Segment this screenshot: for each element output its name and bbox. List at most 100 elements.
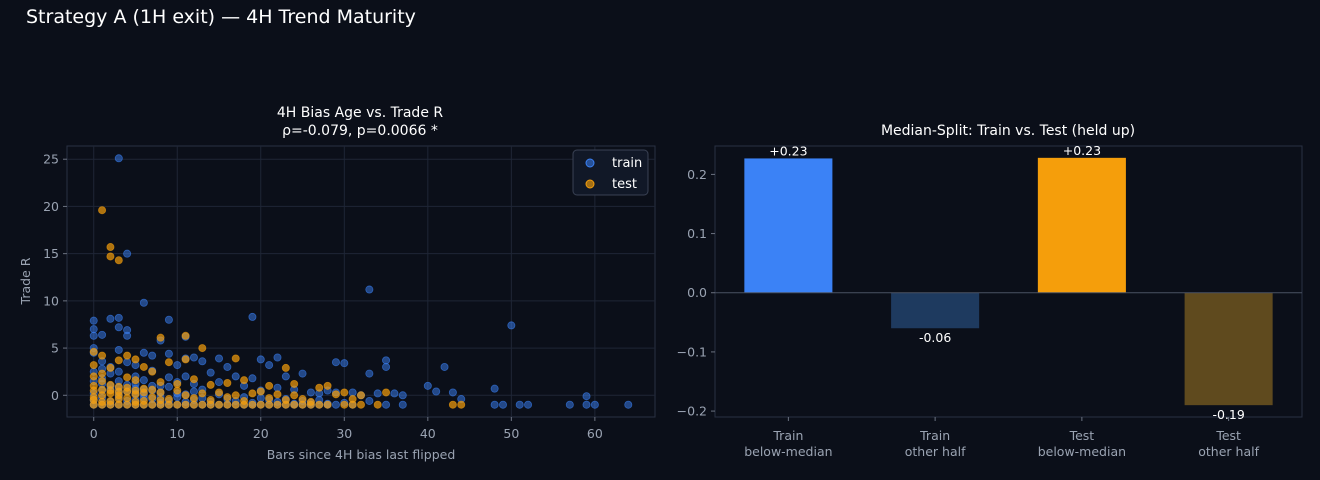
scatter-point-train [565,400,574,409]
scatter-point-train [490,384,499,393]
scatter-point-test [189,400,198,409]
scatter-point-train [365,396,374,405]
scatter-point-test [356,400,365,409]
scatter-point-test [98,369,107,378]
scatter-point-train [582,392,591,401]
scatter-point-train [582,400,591,409]
scatter-point-test [198,400,207,409]
scatter-point-train [348,388,357,397]
scatter-point-train [590,400,599,409]
scatter-point-train [148,351,157,360]
legend-marker-train [585,158,595,168]
scatter-point-test [156,388,165,397]
legend-label-test: test [612,177,637,192]
scatter-point-test [89,393,98,402]
scatter-point-test [315,400,324,409]
scatter-point-train [298,369,307,378]
scatter-point-test [265,394,274,403]
scatter-point-test [156,378,165,387]
bar-y-tick-label: 0.0 [687,285,707,300]
scatter-x-tick-label: 30 [336,426,352,441]
scatter-point-test [181,355,190,364]
scatter-x-axis-label: Bars since 4H bias last flipped [267,447,456,462]
scatter-x-tick-label: 20 [253,426,269,441]
scatter-point-train [114,313,123,322]
scatter-point-test [189,394,198,403]
scatter-point-test [356,391,365,400]
scatter-point-test [373,400,382,409]
scatter-point-train [215,354,224,363]
bar-x-tick-label: other half [1198,444,1259,459]
scatter-point-test [123,373,132,382]
scatter-point-train [398,400,407,409]
bar-x-tick-label: Test [1215,428,1241,443]
scatter-point-train [382,400,391,409]
scatter-point-train [164,382,173,391]
scatter-point-train [164,349,173,358]
scatter-point-test [148,393,157,402]
scatter-point-train [498,400,507,409]
scatter-point-test [231,400,240,409]
bar-4 [1184,292,1273,406]
scatter-point-test [223,400,232,409]
scatter-point-test [331,390,340,399]
scatter-point-test [240,376,249,385]
scatter-point-test [173,400,182,409]
scatter-point-test [223,379,232,388]
scatter-legend: train test [572,149,649,196]
scatter-point-train [365,369,374,378]
scatter-point-train [89,331,98,340]
scatter-y-tick-label: 5 [51,341,59,356]
scatter-point-test [181,400,190,409]
scatter-point-test [256,387,265,396]
bar-x-tick-label: below-median [744,444,832,459]
bar-2 [891,292,980,329]
legend-marker-test [585,179,595,189]
scatter-point-test [281,363,290,372]
scatter-point-train [164,315,173,324]
scatter-point-test [106,243,115,252]
scatter-point-train [273,383,282,392]
scatter-point-test [89,361,98,370]
scatter-point-test [98,206,107,215]
scatter-point-train [281,372,290,381]
bar-y-tick-label: −0.1 [677,344,707,359]
bar-x-tick-label: Test [1069,428,1095,443]
scatter-point-test [148,400,157,409]
scatter-point-test [315,383,324,392]
scatter-point-train [89,325,98,334]
scatter-point-train [265,361,274,370]
scatter-point-test [131,376,140,385]
scatter-point-test [181,391,190,400]
scatter-y-tick-label: 20 [43,199,59,214]
scatter-point-train [256,394,265,403]
scatter-point-train [340,359,349,368]
bar-y-tick-label: 0.1 [687,226,707,241]
scatter-point-train [123,249,132,258]
bar-value-label: +0.23 [769,143,807,158]
scatter-point-train [248,312,257,321]
scatter-point-train [114,154,123,163]
scatter-point-train [440,362,449,371]
scatter-point-test [340,400,349,409]
scatter-point-test [98,351,107,360]
scatter-point-test [106,386,115,395]
scatter-point-test [248,389,257,398]
scatter-point-test [340,388,349,397]
scatter-point-train [98,330,107,339]
scatter-point-test [98,377,107,386]
scatter-point-test [223,393,232,402]
scatter-x-tick-label: 0 [90,426,98,441]
bar-x-tick-label: below-median [1038,444,1126,459]
scatter-point-test [148,367,157,376]
scatter-point-train [173,361,182,370]
scatter-point-train [123,358,132,367]
scatter-point-test [206,380,215,389]
scatter-point-train [114,345,123,354]
scatter-point-train [189,387,198,396]
scatter-gridlines [67,146,655,417]
scatter-point-train [139,376,148,385]
scatter-point-train [206,368,215,377]
scatter-point-train [139,348,148,357]
bar-y-tick-label: 0.2 [687,167,707,182]
